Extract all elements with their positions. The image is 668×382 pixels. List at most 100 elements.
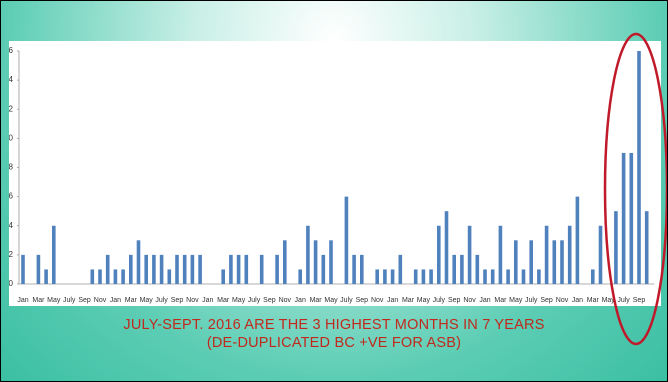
x-tick-label: Jan (479, 297, 490, 304)
x-tick-label: Jan (202, 297, 213, 304)
bar (182, 254, 187, 284)
bar (313, 240, 318, 284)
x-tick-label: Mar (217, 297, 230, 304)
x-tick-label: July (63, 297, 76, 304)
x-tick-label: May (602, 297, 616, 304)
bar (591, 269, 595, 284)
bar (629, 152, 634, 284)
bar (644, 211, 649, 284)
bar (190, 254, 195, 284)
caption-line: (DE-DUPLICATED BC +VE FOR ASB) (206, 335, 462, 351)
x-tick-label: Jan (572, 297, 583, 304)
x-tick-label: July (155, 297, 168, 304)
bar (614, 211, 618, 284)
x-tick-label: Mar (587, 297, 600, 304)
bar (444, 211, 449, 284)
bar (198, 254, 202, 284)
x-tick-label: July (617, 297, 630, 304)
y-tick-label: 14 (9, 75, 14, 84)
bar (352, 254, 356, 284)
bar (490, 269, 495, 284)
bar (506, 269, 510, 284)
x-tick-label: Sep (356, 297, 369, 304)
bar (475, 254, 480, 284)
bar (467, 225, 472, 284)
caption-line: JULY-SEPT. 2016 ARE THE 3 HIGHEST MONTHS… (123, 317, 545, 333)
bar (598, 225, 603, 284)
x-tick-label: Nov (556, 297, 569, 304)
bar (621, 152, 626, 284)
bar (44, 269, 48, 284)
x-tick-label: July (248, 297, 261, 304)
x-tick-label: Jan (387, 297, 398, 304)
x-tick-label: May (509, 297, 523, 304)
bar (244, 254, 249, 284)
bar (483, 269, 487, 284)
bar (113, 269, 118, 284)
bar (537, 269, 541, 284)
bar (421, 269, 426, 284)
y-tick-label: 10 (9, 133, 14, 142)
bar (105, 254, 110, 284)
x-tick-label: July (340, 297, 353, 304)
bar (398, 254, 403, 284)
x-tick-label: Nov (463, 297, 476, 304)
x-tick-label: Sep (263, 297, 276, 304)
bar (159, 254, 164, 284)
bar (329, 240, 333, 284)
bar (521, 269, 526, 284)
x-tick-label: May (232, 297, 246, 304)
bar (136, 240, 141, 284)
bar (90, 269, 95, 284)
x-tick-label: Sep (171, 297, 184, 304)
x-tick-label: July (525, 297, 538, 304)
bar (375, 269, 379, 284)
y-tick-label: 8 (9, 163, 14, 172)
bar (413, 269, 418, 284)
x-tick-label: Nov (371, 297, 384, 304)
x-tick-label: May (417, 297, 431, 304)
bar (529, 240, 533, 284)
bar (429, 269, 433, 284)
bar (98, 269, 102, 284)
x-tick-label: Mar (125, 297, 138, 304)
bar (552, 240, 557, 284)
x-tick-label: Nov (186, 297, 199, 304)
bar (221, 269, 225, 284)
bar (144, 254, 148, 284)
bar (437, 225, 441, 284)
bar (460, 254, 464, 284)
bar (390, 269, 395, 284)
bar (298, 269, 302, 284)
bar (167, 269, 172, 284)
y-tick-label: 6 (9, 192, 14, 201)
x-tick-label: Mar (402, 297, 415, 304)
x-tick-label: Jan (110, 297, 121, 304)
x-tick-label: Mar (310, 297, 323, 304)
bar (383, 269, 387, 284)
x-tick-label: July (433, 297, 446, 304)
x-tick-label: Nov (279, 297, 292, 304)
bar (637, 51, 641, 284)
bar (52, 225, 56, 284)
bar (236, 254, 241, 284)
bar (321, 254, 326, 284)
bar (560, 240, 564, 284)
bar (229, 254, 233, 284)
x-tick-label: May (47, 297, 61, 304)
bar (514, 240, 518, 284)
x-tick-label: Sep (540, 297, 553, 304)
x-tick-label: Sep (633, 297, 646, 304)
y-tick-label: 2 (9, 250, 14, 259)
bar (283, 240, 287, 284)
bar (344, 196, 349, 284)
x-tick-label: Jan (295, 297, 306, 304)
x-tick-label: Mar (32, 297, 45, 304)
bar (575, 196, 580, 284)
x-tick-label: May (324, 297, 338, 304)
bar (36, 254, 41, 284)
x-tick-label: Mar (494, 297, 507, 304)
y-tick-label: 0 (9, 279, 14, 288)
y-tick-label: 12 (9, 104, 14, 113)
